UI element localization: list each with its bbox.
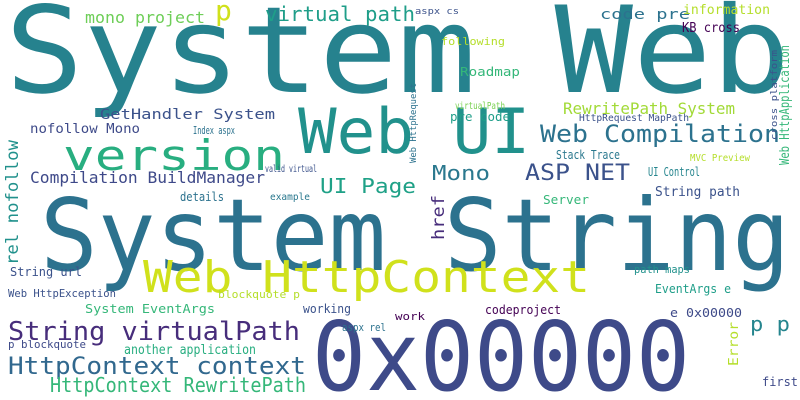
word: RewritePath System (563, 99, 735, 118)
word: nofollow Mono (30, 122, 140, 137)
word: virtualPath (455, 101, 505, 112)
word: example (270, 192, 310, 203)
word: path maps (634, 263, 690, 276)
word: Compilation BuildManager (30, 168, 265, 187)
word: Web HttpRequest (409, 83, 419, 163)
word: System String (40, 177, 790, 294)
word: String path (655, 185, 740, 200)
word: blockquote p (218, 288, 300, 301)
word: first (762, 375, 798, 389)
word: UI Page (320, 174, 416, 198)
word: p (215, 0, 232, 27)
word: ASP NET (525, 161, 630, 186)
word: System Web (5, 0, 790, 121)
word: working (303, 302, 351, 316)
word: UI Control (648, 165, 700, 179)
word: p blockquote (8, 338, 86, 351)
word: Web HttpException (8, 287, 116, 300)
word: Mono (432, 161, 490, 185)
word: Web Compilation (540, 120, 780, 148)
word: EventArgs e (655, 282, 731, 296)
word: code pre (600, 7, 690, 23)
word: virtual path (265, 2, 415, 26)
word: Stack Trace (556, 148, 620, 162)
word: pre code (450, 110, 510, 124)
word: HttpContext RewritePath (50, 373, 306, 397)
word: p p (750, 312, 790, 336)
word: e 0x00000 (670, 306, 742, 320)
word: cross platform (770, 50, 780, 140)
word: version (63, 131, 285, 180)
word: valid virtual (265, 164, 317, 175)
word: Web HttpApplication (778, 45, 793, 165)
word: Roadmap (460, 65, 520, 79)
word: work (395, 310, 425, 323)
word: Error (727, 322, 742, 366)
word: MVC Preview (690, 153, 751, 164)
word: GetHandler System (100, 107, 275, 123)
word: details (180, 190, 224, 204)
word: String virtualPath (8, 317, 300, 347)
word: information (683, 3, 770, 18)
word: KB cross (682, 21, 740, 36)
word: HttpRequest MapPath (579, 113, 689, 124)
word: System EventArgs (85, 302, 215, 316)
word: Web UI (298, 95, 530, 168)
word: codeproject (485, 303, 561, 317)
word: String url (10, 265, 82, 279)
word: 0x00000 (312, 303, 690, 400)
word: href (429, 195, 449, 240)
word: HttpContext context (8, 352, 306, 380)
word: rel nofollow (3, 139, 23, 265)
word: Server (543, 193, 589, 207)
word: mono project (85, 8, 205, 27)
word: Index aspx (193, 124, 235, 137)
word: aspx rel (342, 321, 386, 334)
word: Web HttpContext (143, 252, 590, 303)
word: following (441, 35, 505, 48)
word: another application (124, 343, 256, 358)
word: aspx cs (415, 7, 459, 17)
